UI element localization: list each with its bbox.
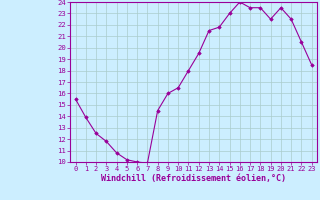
X-axis label: Windchill (Refroidissement éolien,°C): Windchill (Refroidissement éolien,°C) bbox=[101, 174, 286, 183]
